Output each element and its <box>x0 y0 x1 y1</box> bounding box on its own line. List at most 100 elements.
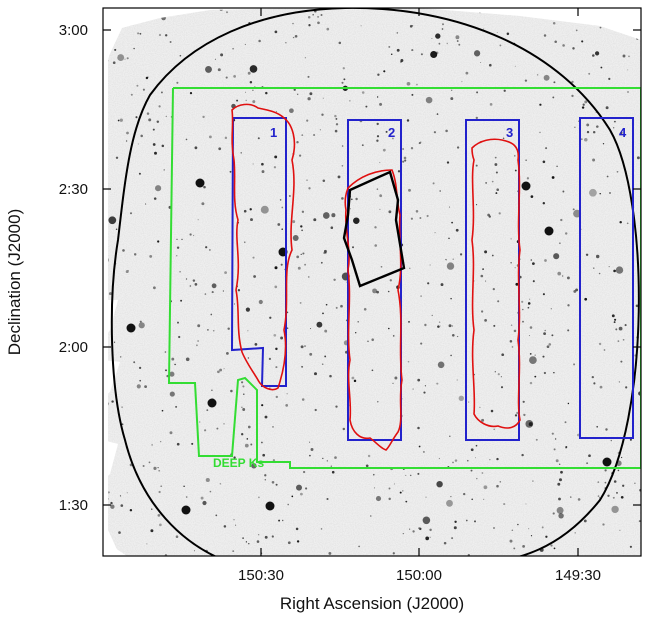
star <box>627 91 629 93</box>
star <box>223 525 227 528</box>
star <box>542 160 546 164</box>
star <box>160 91 163 94</box>
star <box>476 204 478 206</box>
star <box>596 425 599 428</box>
star <box>185 138 188 141</box>
star <box>562 275 564 277</box>
star <box>301 210 305 213</box>
star <box>108 491 110 494</box>
star <box>165 115 167 118</box>
star <box>245 541 248 543</box>
star <box>571 94 574 98</box>
star <box>205 246 208 249</box>
star <box>335 123 339 126</box>
y-tick-label: 2:30 <box>59 181 88 198</box>
star <box>258 299 263 305</box>
star <box>331 470 335 474</box>
star <box>522 400 525 403</box>
star <box>130 212 132 215</box>
star <box>528 335 530 337</box>
star <box>599 26 602 29</box>
star <box>492 287 495 291</box>
star <box>463 492 466 496</box>
star <box>436 481 443 488</box>
star <box>115 156 119 159</box>
star <box>570 496 572 498</box>
star <box>503 503 506 506</box>
star <box>567 304 570 307</box>
star <box>553 448 556 451</box>
star <box>382 148 386 152</box>
star <box>300 492 303 496</box>
star <box>142 88 145 91</box>
star <box>542 201 546 205</box>
star <box>153 286 156 290</box>
star <box>176 246 180 249</box>
star <box>615 328 618 331</box>
star <box>169 371 175 377</box>
star <box>480 310 484 313</box>
star <box>324 329 328 333</box>
star <box>292 36 295 39</box>
star <box>567 402 570 405</box>
star <box>557 482 561 486</box>
star <box>429 264 431 266</box>
star <box>317 15 320 18</box>
star <box>627 69 629 71</box>
star <box>523 413 526 417</box>
star <box>185 278 188 280</box>
strip-box-2 <box>347 119 402 441</box>
star <box>158 490 161 494</box>
star <box>313 218 317 222</box>
star <box>314 372 317 376</box>
star <box>511 346 514 348</box>
star <box>521 300 524 303</box>
star <box>566 276 570 280</box>
star <box>158 33 162 37</box>
star <box>605 106 609 110</box>
star <box>557 271 562 276</box>
star <box>341 145 344 147</box>
star <box>490 409 494 413</box>
star <box>245 307 250 312</box>
star <box>426 214 429 218</box>
star <box>376 96 379 98</box>
star <box>615 266 624 274</box>
strip-label-4: 4 <box>619 125 627 140</box>
star <box>352 246 354 249</box>
star <box>375 496 382 502</box>
star <box>371 338 374 341</box>
star <box>185 496 188 498</box>
star <box>297 93 299 95</box>
star <box>197 219 199 221</box>
star <box>353 217 360 224</box>
star <box>418 445 421 448</box>
star <box>406 119 410 122</box>
star <box>130 93 133 96</box>
star <box>544 259 547 262</box>
star <box>139 320 142 323</box>
star <box>214 58 216 60</box>
star <box>154 185 162 192</box>
star <box>292 22 294 25</box>
star <box>525 420 534 428</box>
star <box>361 144 364 147</box>
star <box>269 387 271 389</box>
star <box>476 91 479 94</box>
bright-star <box>521 181 531 191</box>
star <box>322 212 330 219</box>
star <box>125 270 129 274</box>
star <box>581 40 584 43</box>
star <box>361 91 365 94</box>
star <box>233 75 236 78</box>
star <box>550 544 553 547</box>
star <box>150 529 154 533</box>
star <box>485 280 487 282</box>
star <box>497 373 500 376</box>
tick-marks <box>103 8 641 556</box>
star <box>202 500 207 506</box>
star <box>326 27 330 31</box>
star <box>178 335 181 339</box>
star <box>379 194 383 198</box>
star <box>599 385 603 389</box>
